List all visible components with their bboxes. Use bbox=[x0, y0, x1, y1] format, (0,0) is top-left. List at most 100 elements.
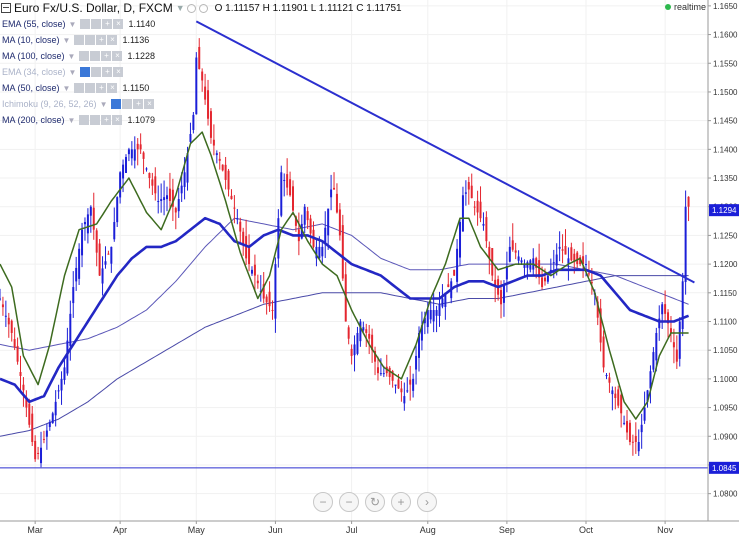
price-tick-label: 1.1600 bbox=[713, 31, 738, 40]
chevron-down-icon[interactable]: ▼ bbox=[68, 19, 77, 29]
candle-up bbox=[505, 266, 508, 280]
collapse-icon[interactable] bbox=[1, 3, 11, 13]
candle-up bbox=[303, 206, 306, 225]
candle-down bbox=[37, 452, 40, 454]
close-icon[interactable]: × bbox=[144, 99, 155, 109]
candles bbox=[0, 38, 690, 468]
reset-button[interactable]: ↻ bbox=[365, 492, 385, 512]
candle-up bbox=[72, 287, 75, 304]
legend-value: 1.1150 bbox=[122, 83, 150, 93]
add-icon[interactable]: + bbox=[101, 51, 112, 61]
chevron-down-icon[interactable]: ▼ bbox=[62, 35, 71, 45]
gear-icon[interactable] bbox=[90, 51, 101, 61]
candle-down bbox=[262, 284, 265, 299]
add-icon[interactable]: + bbox=[96, 83, 107, 93]
candle-down bbox=[212, 139, 215, 146]
close-icon[interactable]: × bbox=[113, 67, 124, 77]
price-tick-label: 1.1100 bbox=[713, 317, 737, 326]
candle-down bbox=[596, 301, 599, 318]
candle-down bbox=[579, 257, 582, 265]
gear-icon[interactable] bbox=[122, 99, 133, 109]
candle-up bbox=[60, 378, 63, 391]
scroll-right-button[interactable]: › bbox=[417, 492, 437, 512]
candle-down bbox=[467, 182, 470, 190]
gear-icon[interactable] bbox=[85, 35, 96, 45]
price-tick-label: 1.1350 bbox=[713, 174, 738, 183]
eye-icon[interactable] bbox=[80, 67, 91, 77]
close-icon[interactable]: × bbox=[113, 19, 124, 29]
chevron-down-icon[interactable]: ▼ bbox=[67, 51, 76, 61]
gear-icon[interactable] bbox=[85, 83, 96, 93]
legend-row[interactable]: MA (100, close) ▼ + × 1.1228 bbox=[2, 48, 159, 64]
eye-icon[interactable] bbox=[80, 19, 91, 29]
legend-row[interactable]: EMA (34, close) ▼ + × bbox=[2, 64, 159, 80]
candle-up bbox=[558, 246, 561, 249]
candle-up bbox=[412, 378, 415, 391]
price-tick-label: 1.0800 bbox=[713, 490, 738, 499]
settings-icon[interactable] bbox=[186, 3, 196, 13]
candle-up bbox=[157, 200, 160, 203]
candle-up bbox=[104, 261, 107, 265]
close-icon[interactable]: × bbox=[107, 35, 118, 45]
price-axis[interactable]: 1.1650 1.1600 1.1550 1.1500 1.1450 1.1400 1.13… bbox=[707, 0, 739, 539]
close-icon[interactable]: × bbox=[112, 115, 123, 125]
add-icon[interactable]: + bbox=[101, 115, 112, 125]
eye-icon[interactable] bbox=[79, 115, 90, 125]
candle-up bbox=[646, 390, 649, 402]
realtime-label: realtime bbox=[673, 2, 706, 12]
price-tick-label: 1.1250 bbox=[713, 231, 738, 240]
candle-down bbox=[224, 164, 227, 180]
candle-up bbox=[0, 298, 1, 300]
zoom-out-button[interactable]: − bbox=[313, 492, 333, 512]
add-icon[interactable]: + bbox=[133, 99, 144, 109]
eye-icon[interactable] bbox=[111, 99, 122, 109]
gear-icon[interactable] bbox=[91, 67, 102, 77]
legend-row[interactable]: EMA (55, close) ▼ + × 1.1140 bbox=[2, 16, 159, 32]
candle-up bbox=[658, 318, 661, 329]
add-icon[interactable]: + bbox=[96, 35, 107, 45]
visibility-icon[interactable] bbox=[198, 3, 208, 13]
candle-down bbox=[535, 258, 538, 268]
candle-up bbox=[605, 375, 608, 377]
chevron-down-icon[interactable]: ▼ bbox=[67, 115, 76, 125]
candle-up bbox=[324, 227, 327, 243]
candle-up bbox=[423, 317, 426, 324]
eye-icon[interactable] bbox=[74, 83, 85, 93]
candle-down bbox=[409, 379, 412, 385]
legend-indicator-name: MA (50, close) bbox=[2, 83, 60, 93]
time-tick-label: Mar bbox=[27, 525, 43, 535]
symbol-title[interactable]: Euro Fx/U.S. Dollar, D, FXCM bbox=[14, 1, 173, 15]
eye-icon[interactable] bbox=[79, 51, 90, 61]
chevron-down-icon[interactable]: ▼ bbox=[99, 99, 108, 109]
candle-down bbox=[268, 291, 271, 307]
close-icon[interactable]: × bbox=[107, 83, 118, 93]
legend-indicator-name: EMA (34, close) bbox=[2, 67, 66, 77]
add-icon[interactable]: + bbox=[102, 67, 113, 77]
candle-up bbox=[183, 172, 186, 187]
chart-navigation: − − ↻ + › bbox=[313, 492, 443, 512]
chevron-down-icon[interactable]: ▼ bbox=[62, 83, 71, 93]
candle-down bbox=[347, 327, 350, 339]
add-icon[interactable]: + bbox=[102, 19, 113, 29]
time-axis[interactable]: Mar Apr May Jun Jul Aug Sep Oct Nov bbox=[0, 520, 739, 535]
candle-up bbox=[661, 304, 664, 315]
candle-up bbox=[101, 268, 104, 284]
legend-row[interactable]: MA (10, close) ▼ + × 1.1136 bbox=[2, 32, 159, 48]
chevron-down-icon[interactable]: ▼ bbox=[68, 67, 77, 77]
candle-down bbox=[31, 413, 34, 443]
candle-down bbox=[16, 345, 19, 362]
ema55-line bbox=[0, 216, 690, 404]
gear-icon[interactable] bbox=[90, 115, 101, 125]
legend-row[interactable]: MA (50, close) ▼ + × 1.1150 bbox=[2, 80, 159, 96]
legend-row[interactable]: Ichimoku (9, 26, 52, 26) ▼ + × bbox=[2, 96, 159, 112]
close-icon[interactable]: × bbox=[112, 51, 123, 61]
zoom-in-button[interactable]: + bbox=[391, 492, 411, 512]
candle-down bbox=[608, 377, 611, 383]
candle-up bbox=[640, 424, 643, 433]
eye-icon[interactable] bbox=[74, 35, 85, 45]
gear-icon[interactable] bbox=[91, 19, 102, 29]
legend-row[interactable]: MA (200, close) ▼ + × 1.1079 bbox=[2, 112, 159, 128]
chevron-down-icon[interactable]: ▼ bbox=[175, 3, 185, 13]
scroll-left-button[interactable]: − bbox=[339, 492, 359, 512]
